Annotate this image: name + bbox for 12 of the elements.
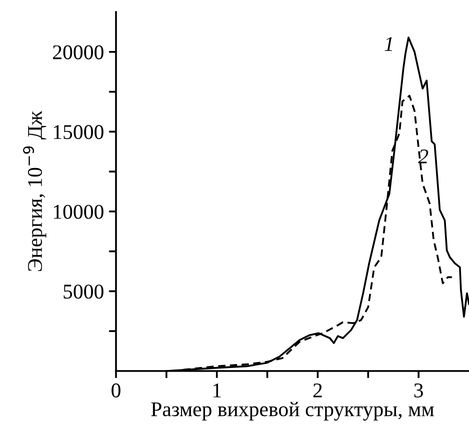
y-tick-label: 20000 — [53, 45, 104, 60]
x-axis-title: Размер вихревой структуры, мм — [151, 402, 434, 421]
series-label: 1 — [384, 37, 392, 51]
y-tick-label: 10000 — [54, 204, 104, 219]
x-tick-label: 1 — [213, 384, 221, 398]
x-tick-label: 2 — [313, 383, 322, 398]
x-tick-label: 3 — [414, 383, 423, 398]
y-tick-label: 15000 — [54, 125, 104, 140]
series-label: 2 — [418, 149, 428, 164]
y-tick-label: 5000 — [64, 284, 104, 299]
y-axis-title: Энергия, 10$^{−9}$ Дж — [23, 110, 46, 271]
x-tick-label: 0 — [112, 383, 120, 398]
